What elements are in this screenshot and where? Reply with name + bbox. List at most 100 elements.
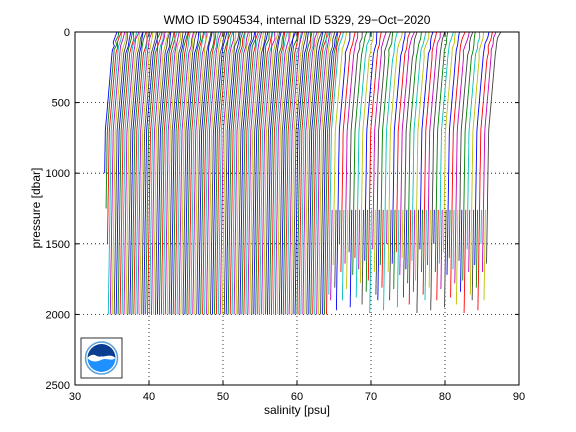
profile-line — [229, 31, 246, 315]
profile-line — [241, 31, 257, 315]
profile-line — [452, 209, 455, 270]
profile-line — [364, 31, 378, 261]
profile-line — [190, 31, 206, 315]
profile-line — [243, 31, 259, 315]
profile-line — [430, 31, 446, 311]
profile-line — [458, 31, 474, 261]
profile-line — [348, 31, 363, 253]
profile-line — [180, 31, 196, 315]
profile-line — [204, 31, 220, 315]
noaa-logo — [80, 337, 123, 379]
profile-line — [147, 31, 163, 315]
profile-line — [352, 31, 368, 275]
profile-line — [125, 31, 141, 315]
profile-line — [422, 31, 438, 295]
profile-line — [141, 31, 157, 315]
profile-line — [153, 31, 170, 315]
profile-line — [263, 31, 279, 315]
profile-line — [133, 31, 148, 315]
profile-line — [249, 31, 265, 315]
profile-line — [269, 31, 285, 315]
profile-line — [186, 31, 202, 315]
profile-line — [340, 31, 356, 273]
profile-line — [217, 31, 234, 315]
profile-line — [328, 31, 344, 295]
profile-line — [119, 31, 135, 315]
profile-line — [346, 209, 349, 290]
profile-line — [106, 31, 122, 244]
x-tick-label: 70 — [365, 391, 377, 403]
y-tick-label: 500 — [52, 98, 70, 110]
profile-line — [202, 31, 217, 315]
profile-line — [334, 209, 337, 288]
profile-line — [137, 31, 153, 315]
profile-line — [135, 31, 150, 315]
profile-line — [320, 31, 336, 315]
profile-line — [433, 209, 435, 244]
profile-line — [469, 31, 485, 295]
y-tick-label: 1000 — [46, 168, 70, 180]
profile-line — [424, 209, 427, 301]
x-tick-label: 30 — [69, 391, 81, 403]
profile-line — [139, 31, 154, 315]
profile-line — [455, 209, 459, 305]
y-axis-label: pressure [dbar] — [29, 168, 43, 249]
profile-line — [184, 31, 200, 315]
y-tick-labels: 0 500 1000 1500 2000 2500 — [46, 27, 70, 392]
profile-line — [296, 31, 312, 315]
profile-line — [292, 31, 307, 315]
profile-line — [416, 209, 420, 314]
y-tick-label: 2500 — [46, 380, 70, 392]
profile-line — [239, 31, 256, 315]
profile-line — [107, 31, 123, 315]
profile-line — [405, 209, 408, 270]
profile-line — [396, 209, 400, 308]
x-tick-label: 80 — [439, 391, 451, 403]
profile-line — [280, 31, 297, 315]
profile-line — [219, 31, 235, 315]
profile-line — [288, 31, 304, 315]
profile-line — [158, 31, 175, 315]
profile-line — [255, 31, 270, 315]
profile-line — [194, 31, 209, 315]
profile-line — [444, 209, 447, 308]
profile-line — [155, 31, 171, 315]
profile-line — [349, 209, 353, 308]
profile-line — [206, 31, 222, 315]
profile-line — [274, 31, 290, 315]
x-axis-label: salinity [psu] — [264, 403, 330, 417]
profile-line — [276, 31, 292, 315]
profile-line — [127, 31, 144, 315]
profile-line — [104, 31, 118, 174]
profile-line — [143, 31, 159, 315]
profile-line — [196, 31, 212, 315]
profile-line — [427, 31, 441, 266]
y-tick-label: 2000 — [46, 309, 70, 321]
profile-line — [302, 31, 318, 315]
profile-line — [436, 209, 439, 301]
profile-line — [463, 209, 467, 313]
profile-line — [324, 31, 339, 315]
profile-line — [231, 31, 246, 315]
profile-line — [462, 31, 476, 281]
profile-line — [486, 31, 502, 264]
profile-line — [294, 31, 309, 315]
y-tick-label: 1500 — [46, 239, 70, 251]
profile-line — [221, 31, 237, 315]
profile-line — [213, 31, 229, 315]
profile-line — [419, 31, 434, 250]
profile-line — [290, 31, 306, 315]
profile-line — [272, 31, 288, 315]
profile-line — [361, 209, 364, 305]
profile-line — [129, 31, 144, 315]
profile-line — [235, 31, 251, 315]
profile-line — [412, 209, 416, 292]
profile-line — [399, 31, 415, 275]
profile-line — [386, 209, 388, 244]
profile-line — [168, 31, 184, 315]
profile-line — [198, 31, 213, 315]
profile-line — [172, 31, 189, 315]
profile-line — [354, 209, 357, 258]
x-tick-label: 50 — [217, 391, 229, 403]
profile-line — [121, 31, 138, 315]
